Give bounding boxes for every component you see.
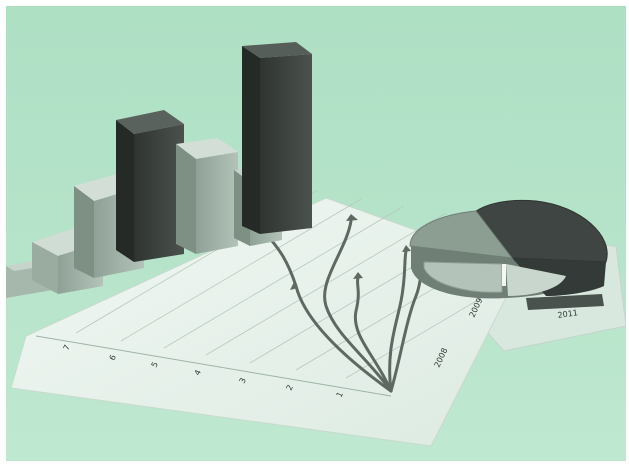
paper-dark-tab xyxy=(526,294,604,310)
paper-grid-line xyxy=(120,198,362,342)
year-label-2011: 2011 xyxy=(557,308,578,320)
pie-slice-light xyxy=(423,261,503,293)
axis-tick-label: 6 xyxy=(108,353,118,361)
bar-7 xyxy=(242,42,312,234)
axis-tick-label: 2 xyxy=(285,383,295,391)
axis-tick-label: 1 xyxy=(335,390,345,398)
axis-tick-label: 3 xyxy=(238,376,248,384)
pie-slice-pale xyxy=(506,264,566,296)
3d-pie-chart xyxy=(409,199,608,299)
bar-4 xyxy=(116,110,184,262)
paper-grid-line xyxy=(163,205,405,349)
3d-bar-chart xyxy=(6,42,312,298)
axis-tick-label: 7 xyxy=(62,343,72,351)
paper-axis-line xyxy=(35,335,392,397)
bar-5 xyxy=(176,138,238,254)
pie-slice-dark xyxy=(475,199,608,263)
pie-highlight-mark xyxy=(502,264,506,286)
pie-slice-mid xyxy=(409,210,514,259)
axis-tick-label: 4 xyxy=(193,368,203,376)
stock-image-business-charts: 7 6 5 4 3 2 1 2008 2009 2011 xyxy=(6,6,626,461)
charts-illustration: 7 6 5 4 3 2 1 2008 2009 2011 xyxy=(6,42,626,447)
axis-tick-label: 5 xyxy=(150,360,160,368)
